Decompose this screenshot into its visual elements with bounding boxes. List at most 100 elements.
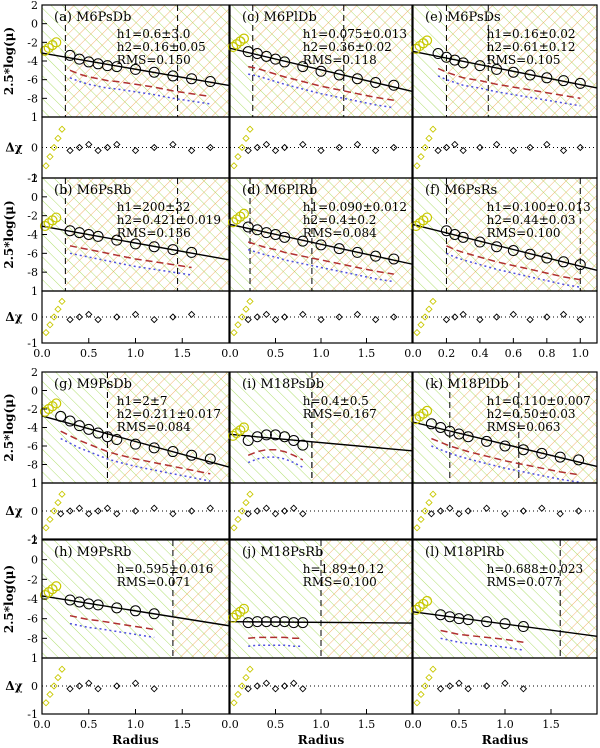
ytick-label: 2 — [31, 172, 38, 185]
residual-excluded-point — [238, 507, 246, 515]
data-point — [167, 70, 179, 82]
xtick-label: 0.0 — [33, 347, 51, 360]
residual-point — [113, 313, 121, 321]
residual-ytick-label: 1 — [31, 477, 38, 490]
data-point — [517, 621, 529, 633]
panel-label: (f) M6PsRs — [425, 183, 497, 198]
ylabel-dchi: Δχ — [5, 141, 22, 155]
model-curve-red — [60, 430, 211, 475]
ylabel-mu: 2.5*log(μ) — [2, 200, 16, 268]
panel-stat: h2=0.50±0.03 — [487, 407, 576, 421]
panel-stat: h2=0.4±0.2 — [303, 213, 377, 227]
residual-point — [94, 507, 102, 515]
data-point — [204, 76, 216, 88]
excluded-point — [231, 609, 242, 620]
data-point — [148, 241, 160, 253]
residual-panel-k — [412, 482, 598, 540]
panel-stat: h1=200±32 — [117, 200, 191, 214]
data-point — [204, 453, 216, 465]
residual-point — [280, 682, 289, 690]
residual-point — [85, 140, 93, 149]
data-point — [55, 410, 67, 422]
residual-point — [94, 146, 102, 155]
residual-point — [371, 146, 380, 155]
residual-excluded-point — [425, 673, 433, 682]
ytick-label: 0 — [31, 554, 38, 567]
excluded-point — [238, 33, 250, 44]
residual-panel-j: 0.0 0.5 1.0 1.5 — [221, 657, 413, 731]
residual-excluded-point — [238, 143, 246, 152]
residual-excluded-point — [230, 699, 238, 707]
residual-panel-c — [229, 116, 413, 179]
residual-point — [262, 679, 271, 687]
data-point — [130, 238, 141, 250]
residual-point — [85, 510, 93, 518]
hatch-region-orange — [311, 372, 412, 483]
residual-excluded-point — [238, 313, 246, 321]
data-point — [449, 229, 461, 240]
data-point — [186, 449, 198, 461]
residual-point — [103, 143, 112, 152]
ytick-label: 2 — [31, 366, 38, 379]
residual-point — [131, 310, 140, 319]
residual-point — [353, 310, 362, 319]
ytick-label: 0 — [31, 385, 38, 398]
residual-point — [317, 146, 325, 155]
data-point — [101, 60, 113, 72]
excluded-point — [421, 212, 433, 223]
panel-label: (a) M6PsDb — [54, 10, 131, 25]
excluded-point — [231, 427, 242, 439]
residual-panel-a: 1 0 -1 — [27, 111, 230, 185]
residual-excluded-point — [246, 490, 254, 498]
panel-label: (d) M6PlRb — [242, 183, 317, 198]
residual-excluded-point — [42, 699, 50, 707]
data-point — [130, 605, 141, 617]
data-point — [491, 63, 503, 75]
fit-line — [412, 50, 598, 89]
excluded-point — [410, 604, 422, 615]
data-point — [297, 439, 309, 451]
panel-stat: RMS=0.077 — [487, 575, 561, 589]
panel-a: (a) M6PsDb h1=0.6±3.0h2=0.16±0.05RMS=0.15… — [27, 0, 230, 118]
data-point — [457, 231, 469, 243]
residual-point — [559, 146, 568, 155]
residual-excluded-point — [425, 498, 433, 507]
data-point — [288, 434, 300, 446]
fit-line — [229, 620, 413, 624]
data-point — [425, 418, 437, 430]
residual-frame — [229, 657, 413, 715]
residual-point — [335, 313, 343, 321]
model-curve-blue — [446, 252, 581, 288]
residual-panel-f: 0.0 0.2 0.4 0.6 0.8 1.0 — [404, 290, 598, 360]
ylabel-dchi: Δχ — [5, 310, 22, 324]
residual-excluded-point — [234, 690, 242, 699]
ytick-label: -2 — [27, 36, 38, 49]
residual-excluded-point — [50, 507, 58, 515]
panel-stat: RMS=0.071 — [117, 575, 191, 589]
xlabel-radius: Radius — [112, 733, 159, 747]
residual-frame — [229, 482, 413, 540]
xtick-label: 1.0 — [127, 718, 145, 731]
residual-excluded-point — [417, 690, 425, 699]
residual-excluded-point — [242, 134, 250, 142]
residual-point — [427, 510, 436, 518]
data-point — [558, 256, 570, 268]
ytick-label: -8 — [27, 266, 38, 279]
data-point — [83, 423, 95, 435]
residual-excluded-point — [246, 297, 254, 306]
data-point — [111, 234, 123, 246]
hatch-region-orange — [65, 178, 229, 291]
ytick-label: -6 — [27, 440, 38, 453]
residual-point — [187, 146, 196, 155]
excluded-point — [235, 36, 246, 47]
fit-line — [412, 223, 598, 272]
ylabel-dchi: Δχ — [5, 679, 22, 693]
fit-line — [41, 52, 230, 87]
model-curve-blue — [247, 248, 394, 283]
residual-point — [66, 146, 74, 155]
data-point — [462, 614, 474, 626]
residual-excluded-point — [429, 125, 437, 133]
panel-stat: RMS=0.084 — [303, 226, 377, 240]
